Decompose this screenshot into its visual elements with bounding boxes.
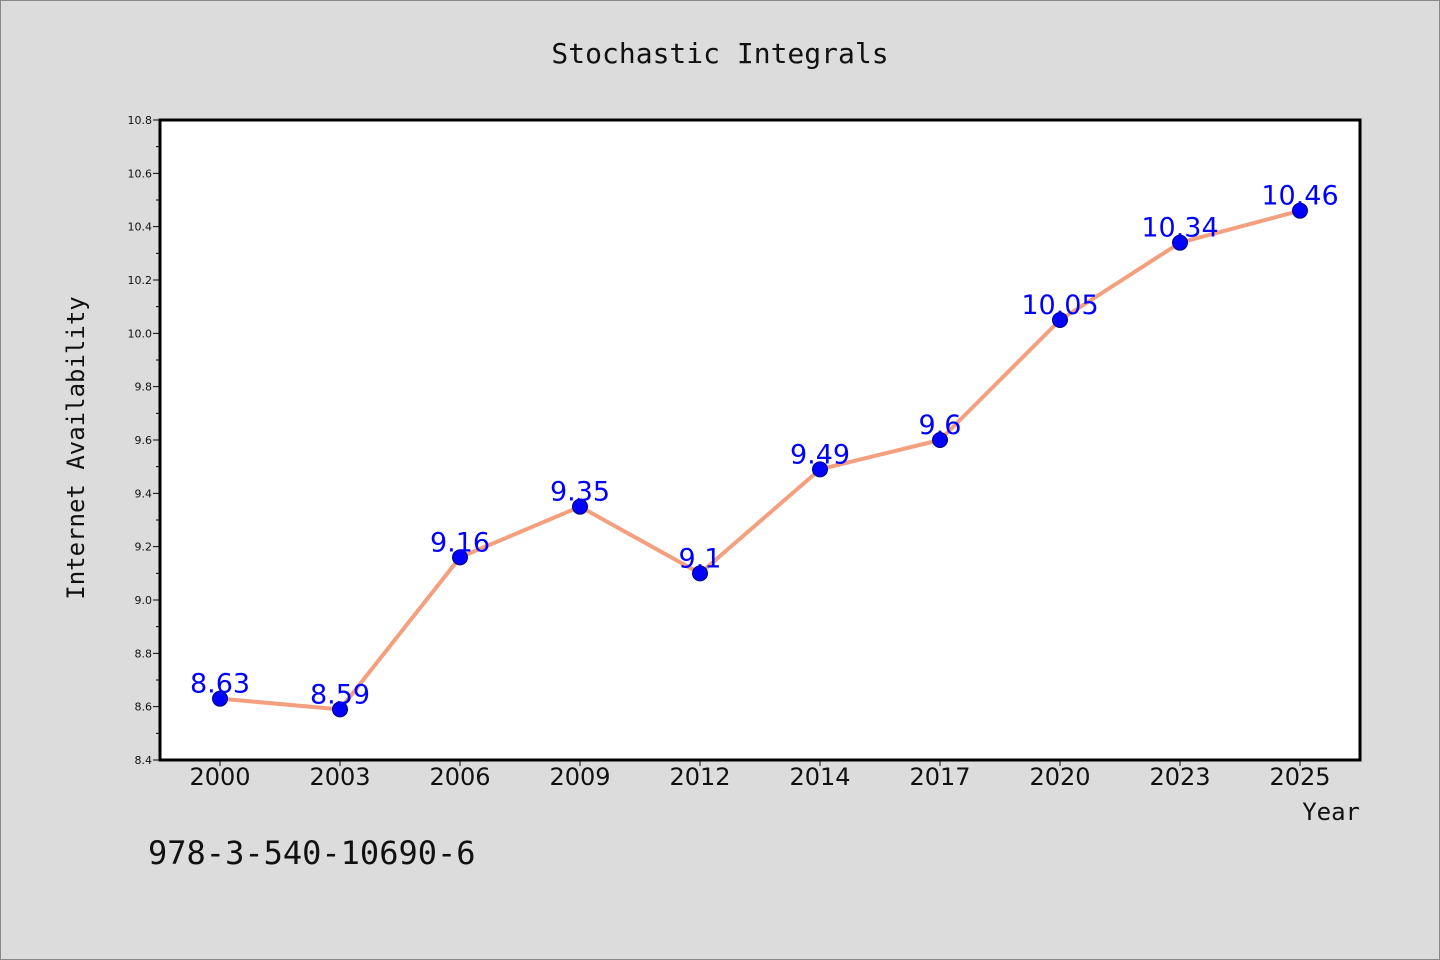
y-tick-label: 10.4 bbox=[128, 221, 153, 234]
x-tick-label: 2003 bbox=[309, 763, 370, 791]
y-axis-label: Internet Availability bbox=[62, 296, 90, 599]
data-label: 10.05 bbox=[1021, 290, 1098, 321]
data-point bbox=[1172, 234, 1188, 251]
y-tick-label: 8.6 bbox=[135, 701, 153, 714]
y-axis: 8.4 8.6 8.8 9.0 9.2 9.4 9.6 9.8 10.0 10.2 10.4 10.6… bbox=[128, 114, 160, 767]
data-markers bbox=[212, 202, 1308, 718]
series-line bbox=[219, 208, 1301, 712]
data-label: 9.1 bbox=[679, 543, 722, 574]
isbn-text: 978-3-540-10690-6 bbox=[148, 834, 476, 872]
data-label: 10.34 bbox=[1141, 213, 1218, 244]
data-label: 9.35 bbox=[550, 477, 610, 508]
data-label: 8.59 bbox=[310, 679, 370, 710]
x-tick-label: 2014 bbox=[789, 763, 850, 791]
data-point bbox=[212, 690, 228, 707]
x-tick-label: 2006 bbox=[429, 763, 490, 791]
data-point bbox=[572, 498, 588, 515]
y-tick-label: 10.6 bbox=[128, 167, 153, 180]
y-tick-label: 10.2 bbox=[128, 274, 153, 287]
data-label: 9.49 bbox=[790, 439, 850, 470]
plot-area bbox=[160, 120, 1360, 760]
y-tick-label: 10.0 bbox=[128, 327, 153, 340]
data-point bbox=[692, 565, 708, 582]
data-label: 10.46 bbox=[1261, 181, 1338, 212]
y-tick-label: 9.6 bbox=[135, 434, 153, 447]
x-tick-label: 2020 bbox=[1029, 763, 1090, 791]
y-tick-label: 9.0 bbox=[135, 594, 153, 607]
data-point bbox=[1052, 312, 1068, 328]
data-point bbox=[812, 461, 828, 478]
y-tick-label: 10.8 bbox=[128, 114, 153, 127]
data-point bbox=[932, 432, 948, 448]
y-tick-label: 9.4 bbox=[135, 487, 153, 500]
x-axis: 2000 2003 2006 2009 2012 2014 2017 2020 2023 2025 bbox=[189, 760, 1331, 791]
data-point bbox=[452, 549, 468, 566]
data-point bbox=[1292, 202, 1308, 219]
x-tick-label: 2012 bbox=[669, 763, 730, 791]
chart-title: Stochastic Integrals bbox=[551, 37, 888, 70]
y-tick-label: 9.8 bbox=[135, 381, 153, 394]
x-tick-label: 2025 bbox=[1269, 763, 1330, 791]
x-tick-label: 2000 bbox=[189, 763, 250, 791]
y-tick-label: 9.2 bbox=[135, 541, 153, 554]
y-tick-label: 8.8 bbox=[135, 647, 153, 660]
x-tick-label: 2023 bbox=[1149, 763, 1210, 791]
data-label: 9.6 bbox=[919, 410, 962, 441]
x-tick-label: 2009 bbox=[549, 763, 610, 791]
data-labels: 8.63 8.59 9.16 9.35 9.1 9.49 9.6 10.05 10.34 10.4… bbox=[190, 181, 1339, 711]
plot-frame bbox=[158, 118, 1362, 762]
data-label: 9.16 bbox=[430, 527, 490, 558]
data-label: 8.63 bbox=[190, 669, 250, 700]
x-tick-label: 2017 bbox=[909, 763, 970, 791]
x-axis-label: Year bbox=[1302, 798, 1360, 826]
y-tick-label: 8.4 bbox=[135, 754, 153, 767]
data-point bbox=[332, 701, 348, 718]
